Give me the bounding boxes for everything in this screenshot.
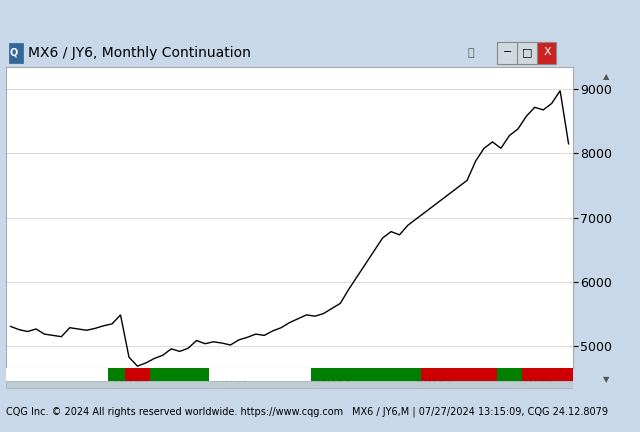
FancyBboxPatch shape [9, 43, 24, 63]
Text: □: □ [522, 48, 532, 57]
Text: ▲: ▲ [603, 72, 610, 81]
Text: CQG Inc. © 2024 All rights reserved worldwide. https://www.cqg.com: CQG Inc. © 2024 All rights reserved worl… [6, 407, 344, 417]
Text: MX6 / JY6,M | 07/27/2024 13:15:09, CQG 24.12.8079: MX6 / JY6,M | 07/27/2024 13:15:09, CQG 2… [352, 407, 608, 417]
Bar [209, 368, 311, 381]
Text: −: − [503, 48, 513, 57]
Text: ▼: ▼ [603, 375, 610, 384]
Bar [125, 368, 150, 381]
FancyBboxPatch shape [537, 42, 556, 64]
Bar [108, 368, 125, 381]
Bar [497, 368, 522, 381]
Bar [311, 368, 420, 381]
FancyBboxPatch shape [497, 42, 516, 64]
Text: Q: Q [10, 48, 18, 58]
Text: X: X [543, 48, 551, 57]
Bar [522, 368, 573, 381]
Text: 🔗: 🔗 [468, 48, 474, 58]
FancyBboxPatch shape [517, 42, 536, 64]
Bar [6, 368, 108, 381]
Bar [150, 368, 209, 381]
Bar [420, 368, 497, 381]
Text: MX6 / JY6, Monthly Continuation: MX6 / JY6, Monthly Continuation [28, 46, 251, 60]
